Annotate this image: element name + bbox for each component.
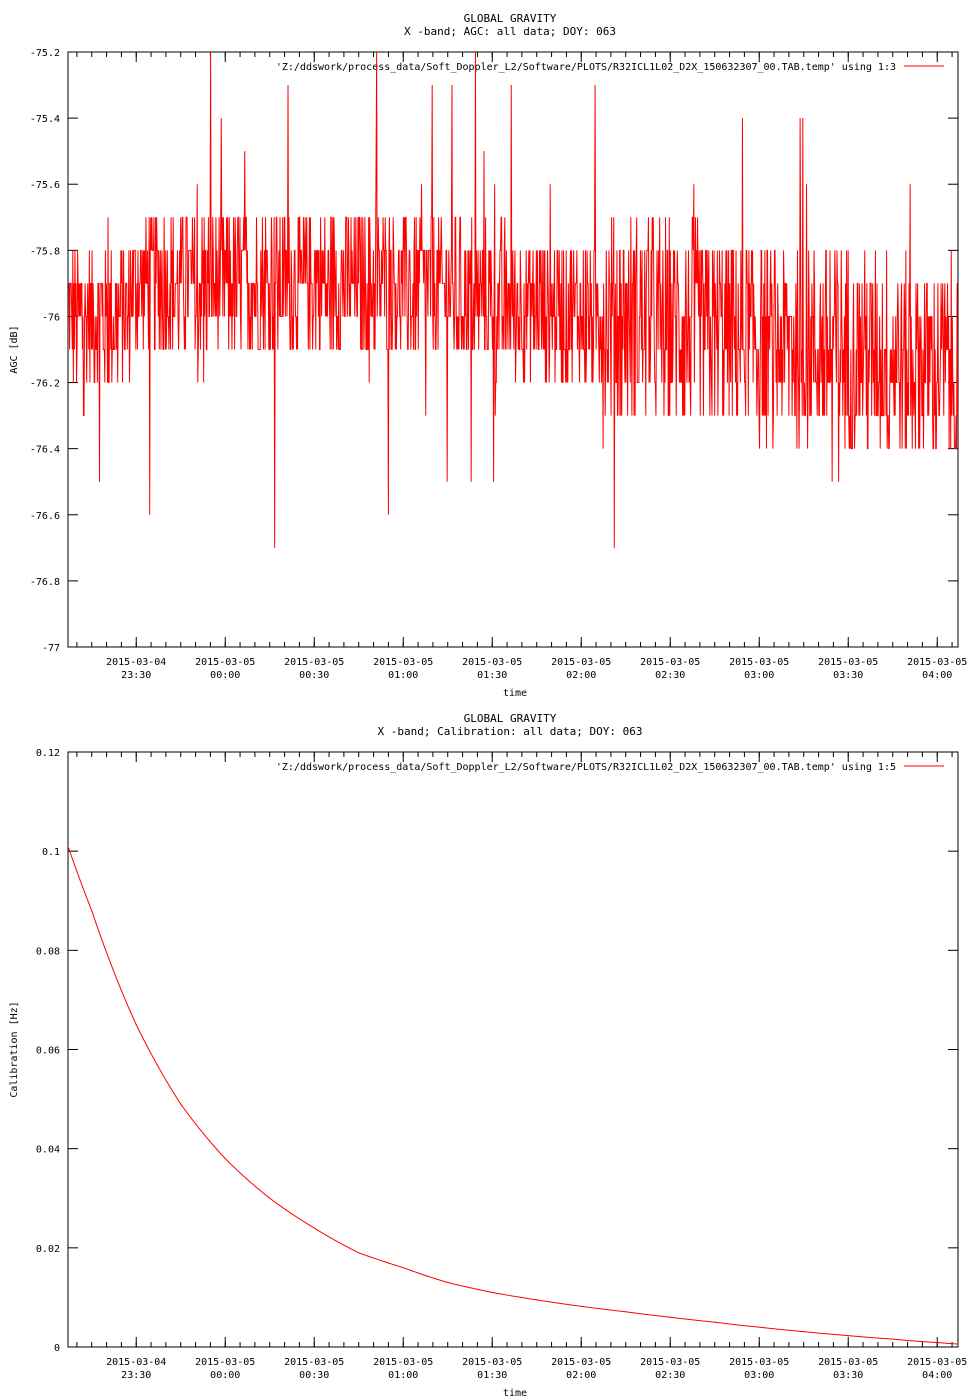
calibration-series-line	[67, 846, 959, 1345]
calibration-point	[803, 1331, 805, 1333]
calibration-point	[669, 1316, 671, 1318]
x-tick-date-label: 2015-03-05	[907, 1357, 967, 1368]
y-tick-label: -75.4	[30, 114, 60, 125]
x-tick-time-label: 01:00	[388, 670, 418, 681]
chart-title: GLOBAL GRAVITY	[464, 712, 557, 725]
x-tick-date-label: 2015-03-05	[640, 1357, 700, 1368]
calibration-point	[491, 1291, 493, 1294]
x-tick-date-label: 2015-03-05	[373, 657, 433, 668]
x-tick-time-label: 01:30	[477, 1370, 507, 1381]
y-tick-label: -76.2	[30, 379, 60, 390]
x-tick-date-label: 2015-03-05	[551, 1357, 611, 1368]
x-tick-time-label: 04:00	[922, 670, 952, 681]
chart-subtitle: X -band; Calibration: all data; DOY: 063	[378, 725, 643, 738]
calibration-point	[67, 845, 69, 847]
y-tick-label: 0.1	[42, 847, 60, 858]
x-axis-label: time	[503, 688, 527, 699]
x-tick-time-label: 03:30	[833, 670, 863, 681]
calibration-point	[714, 1321, 716, 1323]
calibration-point	[536, 1299, 538, 1301]
y-tick-label: -76.6	[30, 511, 60, 522]
y-axis-label: Calibration [Hz]	[9, 1001, 20, 1097]
y-tick-label: -75.2	[30, 48, 60, 59]
calibration-point	[892, 1338, 894, 1340]
x-tick-date-label: 2015-03-05	[551, 657, 611, 668]
x-tick-time-label: 00:00	[210, 670, 240, 681]
agc-series-line	[68, 51, 959, 548]
x-tick-date-label: 2015-03-05	[818, 1357, 878, 1368]
calibration-point	[580, 1305, 582, 1307]
calibration-point	[936, 1341, 938, 1344]
x-tick-time-label: 04:00	[922, 1370, 952, 1381]
y-tick-label: -76.4	[30, 445, 60, 456]
x-tick-time-label: 02:30	[655, 1370, 685, 1381]
x-tick-time-label: 23:30	[121, 1370, 151, 1381]
calibration-point	[447, 1281, 449, 1284]
x-tick-time-label: 01:00	[388, 1370, 418, 1381]
x-tick-date-label: 2015-03-05	[640, 657, 700, 668]
x-tick-date-label: 2015-03-05	[729, 1357, 789, 1368]
legend-label: 'Z:/ddswork/process_data/Soft_Doppler_L2…	[276, 62, 896, 73]
y-tick-label: 0	[54, 1343, 60, 1354]
x-tick-date-label: 2015-03-05	[462, 1357, 522, 1368]
x-tick-date-label: 2015-03-05	[462, 657, 522, 668]
x-tick-date-label: 2015-03-05	[195, 1357, 255, 1368]
y-tick-label: 0.08	[36, 946, 60, 957]
x-tick-date-label: 2015-03-04	[106, 657, 166, 668]
calibration-point	[847, 1334, 849, 1337]
x-tick-time-label: 03:00	[744, 670, 774, 681]
x-axis-label: time	[503, 1388, 527, 1399]
calibration-point	[269, 1197, 271, 1199]
x-tick-time-label: 02:30	[655, 670, 685, 681]
x-tick-date-label: 2015-03-05	[195, 657, 255, 668]
y-tick-label: -77	[42, 643, 60, 654]
x-tick-date-label: 2015-03-04	[106, 1357, 166, 1368]
plot-frame	[67, 751, 959, 1348]
x-tick-date-label: 2015-03-05	[284, 657, 344, 668]
x-tick-time-label: 02:00	[566, 1370, 596, 1381]
legend-label: 'Z:/ddswork/process_data/Soft_Doppler_L2…	[276, 762, 896, 773]
x-tick-time-label: 00:00	[210, 1370, 240, 1381]
x-tick-time-label: 23:30	[121, 670, 151, 681]
x-tick-date-label: 2015-03-05	[373, 1357, 433, 1368]
x-tick-time-label: 03:30	[833, 1370, 863, 1381]
calibration-point	[358, 1252, 360, 1254]
y-axis-label: AGC [dB]	[9, 325, 20, 373]
y-tick-label: -76	[42, 312, 60, 323]
y-tick-label: 0.02	[36, 1244, 60, 1255]
y-tick-label: -76.8	[30, 577, 60, 588]
chart-title: GLOBAL GRAVITY	[464, 12, 557, 25]
calibration-point	[402, 1267, 404, 1269]
x-tick-date-label: 2015-03-05	[818, 657, 878, 668]
calibration-point	[180, 1103, 182, 1105]
chart-subtitle: X -band; AGC: all data; DOY: 063	[404, 25, 616, 38]
x-tick-time-label: 03:00	[744, 1370, 774, 1381]
calibration-point	[224, 1157, 226, 1160]
calibration-point	[957, 1343, 959, 1345]
x-tick-time-label: 02:00	[566, 670, 596, 681]
y-tick-label: 0.06	[36, 1046, 60, 1057]
calibration-point	[135, 1024, 137, 1026]
x-tick-time-label: 00:30	[299, 670, 329, 681]
plot-frame	[67, 51, 959, 648]
x-tick-time-label: 01:30	[477, 670, 507, 681]
calibration-point	[91, 910, 93, 912]
y-tick-label: 0.04	[36, 1145, 60, 1156]
x-tick-date-label: 2015-03-05	[284, 1357, 344, 1368]
x-tick-date-label: 2015-03-05	[907, 657, 967, 668]
y-tick-label: -75.8	[30, 246, 60, 257]
y-tick-label: 0.12	[36, 748, 60, 759]
calibration-point	[625, 1311, 627, 1313]
x-tick-date-label: 2015-03-05	[729, 657, 789, 668]
calibration-point	[758, 1326, 760, 1328]
y-tick-label: -75.6	[30, 180, 60, 191]
x-tick-time-label: 00:30	[299, 1370, 329, 1381]
calibration-point	[313, 1227, 315, 1229]
